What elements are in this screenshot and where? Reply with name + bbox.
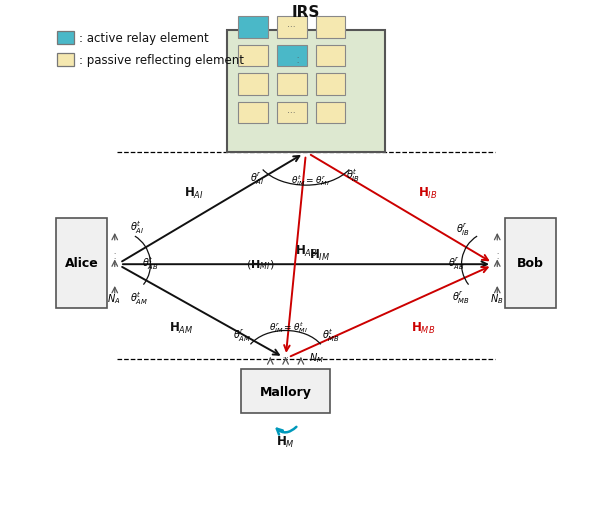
Text: ·
·
·: · · · xyxy=(114,250,116,267)
Text: $\mathbf{H}_{IB}$: $\mathbf{H}_{IB}$ xyxy=(418,186,438,201)
FancyBboxPatch shape xyxy=(316,46,345,67)
FancyBboxPatch shape xyxy=(277,17,307,39)
Text: $\theta^t_{AI}$: $\theta^t_{AI}$ xyxy=(130,218,144,235)
Text: $\theta^r_{IM}=\theta^t_{MI}$: $\theta^r_{IM}=\theta^t_{MI}$ xyxy=(269,320,307,334)
FancyBboxPatch shape xyxy=(241,370,330,413)
Text: ···: ··· xyxy=(282,355,289,361)
Text: Mallory: Mallory xyxy=(259,385,312,398)
Text: ···: ··· xyxy=(288,23,296,33)
FancyBboxPatch shape xyxy=(238,74,268,96)
Text: $\theta^r_{AM}$: $\theta^r_{AM}$ xyxy=(233,327,252,344)
Text: $\theta^r_{AB}$: $\theta^r_{AB}$ xyxy=(448,255,465,271)
Text: $N_A$: $N_A$ xyxy=(107,292,121,305)
Text: Alice: Alice xyxy=(65,257,99,270)
FancyBboxPatch shape xyxy=(238,103,268,124)
FancyBboxPatch shape xyxy=(316,74,345,96)
Text: ·
·: · · xyxy=(296,55,299,66)
Text: $\theta^t_{MB}$: $\theta^t_{MB}$ xyxy=(323,327,340,344)
Text: $\mathbf{H}_{AI}$: $\mathbf{H}_{AI}$ xyxy=(184,186,204,201)
Text: $\theta^t_{IB}$: $\theta^t_{IB}$ xyxy=(346,167,360,184)
Text: $\mathbf{H}_{AM}$: $\mathbf{H}_{AM}$ xyxy=(169,321,193,336)
Text: IRS: IRS xyxy=(292,6,320,20)
Text: $\mathbf{H}_{M}$: $\mathbf{H}_{M}$ xyxy=(276,434,295,449)
Text: $\theta^r_{IB}$: $\theta^r_{IB}$ xyxy=(456,221,470,237)
Text: $\theta^r_{AI}$: $\theta^r_{AI}$ xyxy=(250,171,265,187)
Text: Bob: Bob xyxy=(517,257,544,270)
FancyBboxPatch shape xyxy=(277,103,307,124)
Text: $\theta^t_{AM}$: $\theta^t_{AM}$ xyxy=(130,290,148,307)
FancyBboxPatch shape xyxy=(238,17,268,39)
FancyBboxPatch shape xyxy=(505,219,556,308)
FancyBboxPatch shape xyxy=(57,32,74,45)
FancyBboxPatch shape xyxy=(277,74,307,96)
Text: : passive reflecting element: : passive reflecting element xyxy=(78,54,244,67)
FancyBboxPatch shape xyxy=(316,103,345,124)
FancyBboxPatch shape xyxy=(277,46,307,67)
Text: : active relay element: : active relay element xyxy=(78,32,208,45)
Text: $\theta^t_{IM}=\theta^r_{MI}$: $\theta^t_{IM}=\theta^r_{MI}$ xyxy=(291,173,329,188)
Text: $\theta^t_{AB}$: $\theta^t_{AB}$ xyxy=(142,255,159,271)
Text: $(\mathbf{H}_{MI})$: $(\mathbf{H}_{MI})$ xyxy=(246,258,274,271)
FancyBboxPatch shape xyxy=(56,219,107,308)
Text: $\theta^r_{MB}$: $\theta^r_{MB}$ xyxy=(452,289,470,305)
FancyBboxPatch shape xyxy=(227,31,385,153)
FancyBboxPatch shape xyxy=(238,46,268,67)
Text: $\mathbf{H}_{IM}$: $\mathbf{H}_{IM}$ xyxy=(308,247,330,262)
FancyBboxPatch shape xyxy=(57,54,74,67)
Text: ·
·
·: · · · xyxy=(496,250,498,267)
Text: $N_M$: $N_M$ xyxy=(308,351,324,365)
Text: $\mathbf{H}_{AB}$: $\mathbf{H}_{AB}$ xyxy=(294,243,318,259)
FancyBboxPatch shape xyxy=(316,17,345,39)
Text: $\mathbf{H}_{MB}$: $\mathbf{H}_{MB}$ xyxy=(411,321,435,336)
Text: ···: ··· xyxy=(288,109,296,118)
Text: $N_B$: $N_B$ xyxy=(490,292,504,305)
